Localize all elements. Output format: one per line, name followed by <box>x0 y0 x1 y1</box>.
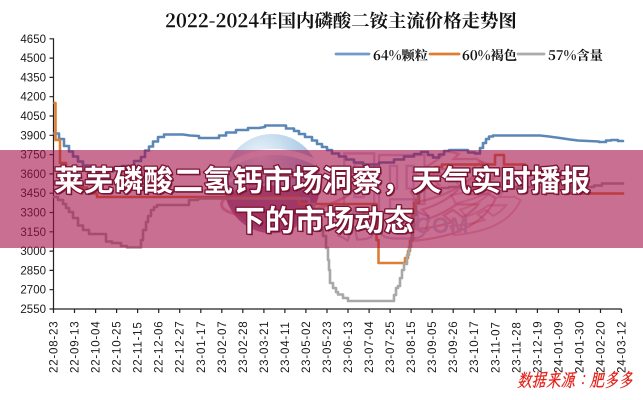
svg-text:24-03-12: 24-03-12 <box>617 321 629 373</box>
svg-text:23-10-17: 23-10-17 <box>469 321 481 373</box>
svg-text:22-10-04: 22-10-04 <box>91 321 103 373</box>
svg-text:22-08-23: 22-08-23 <box>49 321 61 373</box>
svg-text:23-09-05: 23-09-05 <box>427 321 439 373</box>
svg-text:4350: 4350 <box>20 72 46 84</box>
svg-text:23-04-11: 23-04-11 <box>280 321 292 373</box>
svg-text:4650: 4650 <box>20 34 46 46</box>
svg-text:3000: 3000 <box>20 246 46 258</box>
svg-text:23-02-07: 23-02-07 <box>217 321 229 373</box>
svg-text:23-06-13: 23-06-13 <box>343 321 355 373</box>
svg-text:2850: 2850 <box>20 265 46 277</box>
svg-text:23-01-17: 23-01-17 <box>196 321 208 373</box>
svg-text:4050: 4050 <box>20 111 46 123</box>
svg-text:23-05-23: 23-05-23 <box>322 321 334 373</box>
svg-text:22-09-13: 22-09-13 <box>70 321 82 373</box>
svg-text:3900: 3900 <box>20 130 46 142</box>
svg-text:24-02-20: 24-02-20 <box>596 321 608 373</box>
svg-text:22-12-06: 22-12-06 <box>154 321 166 373</box>
svg-text:22-11-15: 22-11-15 <box>133 321 145 373</box>
svg-text:23-11-28: 23-11-28 <box>511 321 523 373</box>
svg-text:22-10-25: 22-10-25 <box>112 321 124 373</box>
svg-text:24-01-30: 24-01-30 <box>574 321 586 373</box>
svg-text:2700: 2700 <box>20 285 46 297</box>
svg-text:22-12-27: 22-12-27 <box>175 321 187 373</box>
svg-text:23-08-15: 23-08-15 <box>406 321 418 373</box>
svg-text:23-05-02: 23-05-02 <box>301 321 313 373</box>
svg-text:4500: 4500 <box>20 53 46 65</box>
svg-text:23-03-21: 23-03-21 <box>259 321 271 373</box>
svg-text:4200: 4200 <box>20 92 46 104</box>
svg-text:23-09-26: 23-09-26 <box>448 321 460 373</box>
svg-text:23-02-28: 23-02-28 <box>238 321 250 373</box>
svg-text:23-07-04: 23-07-04 <box>364 321 376 373</box>
svg-text:23-07-25: 23-07-25 <box>385 321 397 373</box>
svg-text:23-11-07: 23-11-07 <box>490 321 502 373</box>
svg-text:23-12-19: 23-12-19 <box>532 321 544 373</box>
svg-text:24-01-09: 24-01-09 <box>553 321 565 373</box>
svg-text:2550: 2550 <box>20 304 46 316</box>
